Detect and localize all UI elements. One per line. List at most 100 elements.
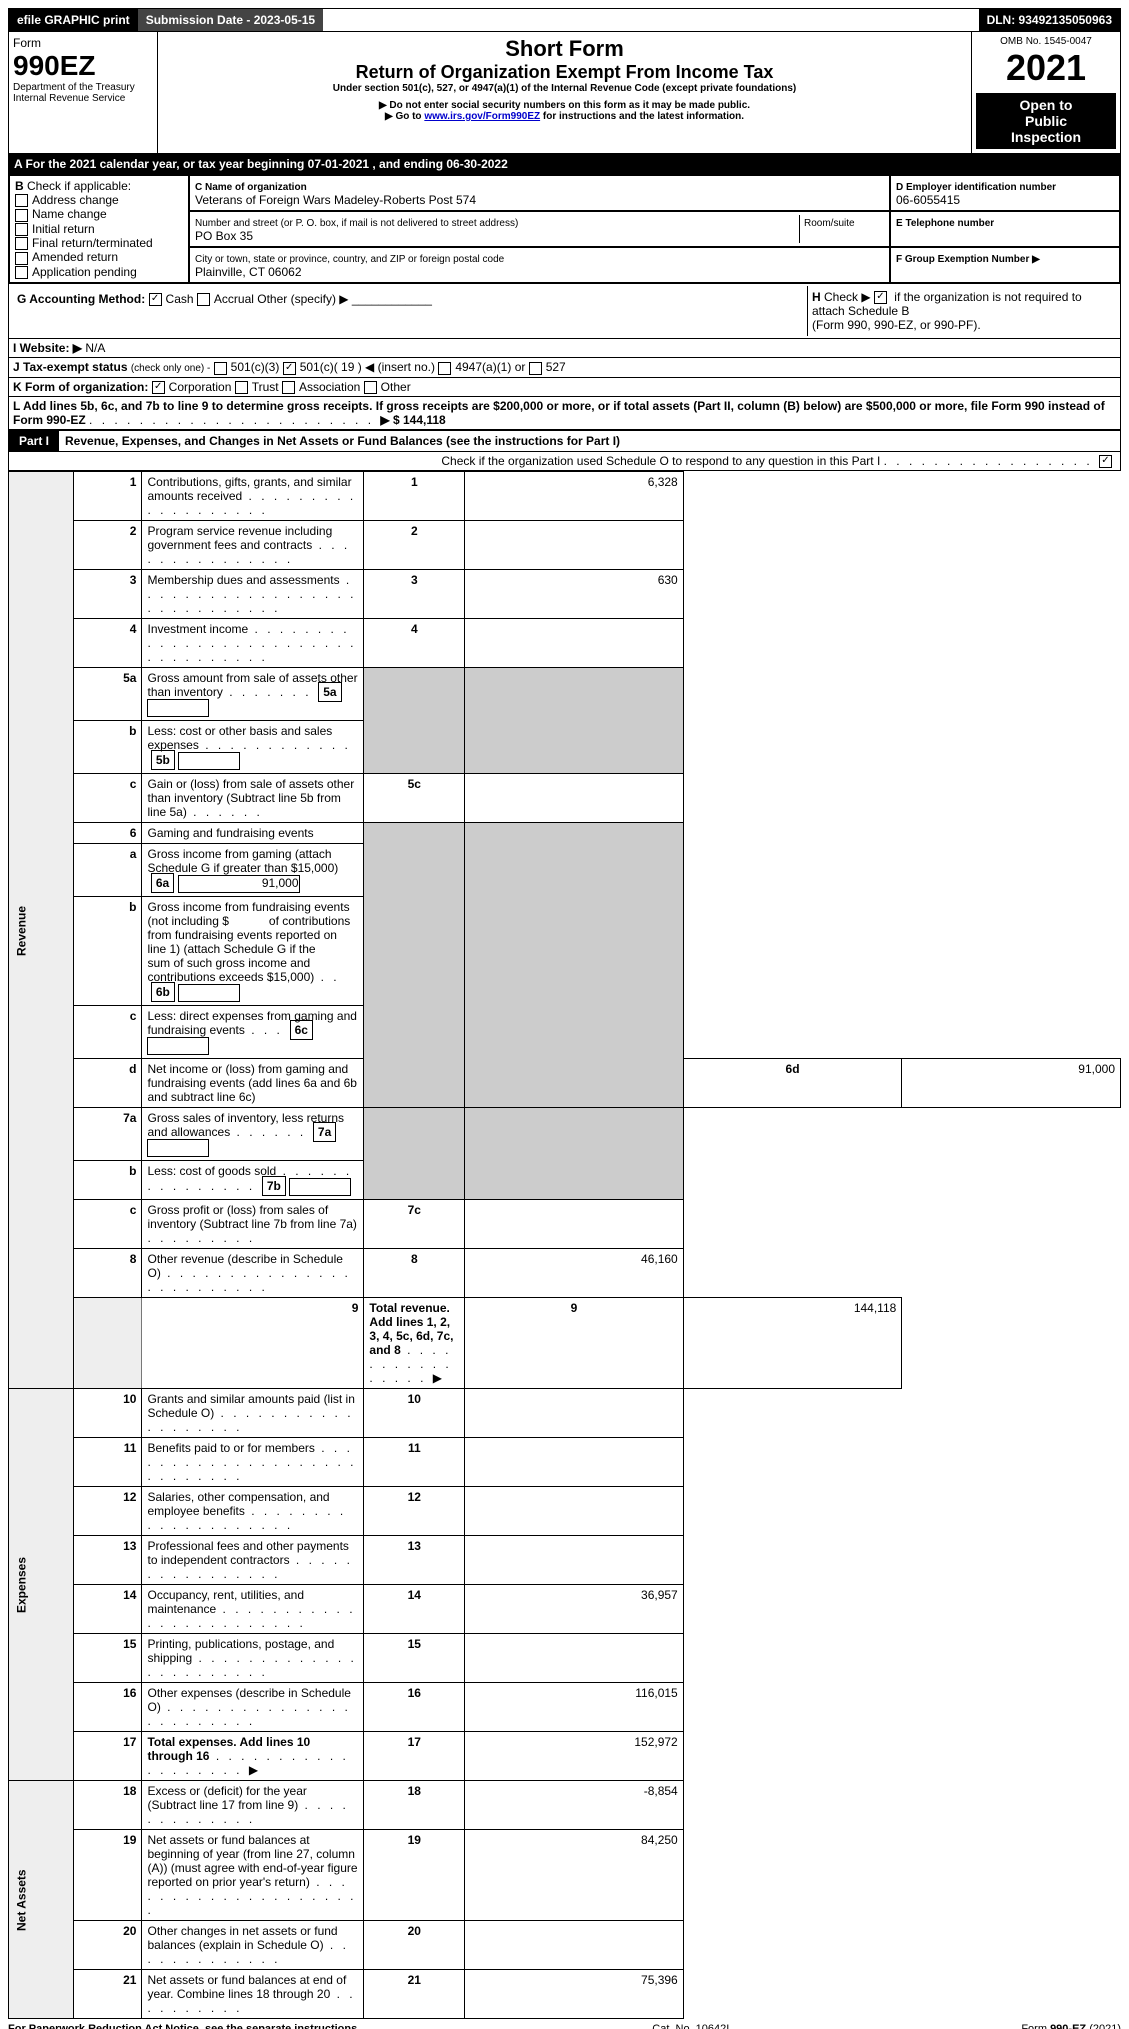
line-text: Program service revenue including govern… [142,521,364,570]
k-label: K Form of organization: [13,380,148,394]
section-b-label: B [15,179,24,193]
amount-cell: 91,000 [902,1059,1121,1108]
amount-cell: 630 [465,570,684,619]
k-other-checkbox[interactable] [364,381,377,394]
k-corp-checkbox[interactable] [152,381,165,394]
other-label: Other (specify) ▶ [257,292,348,306]
line-text: Gaming and fundraising events [142,823,364,844]
line-num: 21 [74,1970,142,2019]
part1-dots: . . . . . . . . . . . . . . . . . [884,454,1099,468]
box-num: 20 [364,1921,465,1970]
line-text: Other revenue (describe in Schedule O) .… [142,1249,364,1298]
line-num: 20 [74,1921,142,1970]
amount-cell [465,1200,684,1249]
cash-checkbox[interactable] [149,293,162,306]
line-text: Total expenses. Add lines 10 through 16 … [142,1732,364,1781]
k-assoc-checkbox[interactable] [282,381,295,394]
line-num: 14 [74,1585,142,1634]
section-f: F Group Exemption Number ▶ [890,247,1120,283]
name-change-checkbox[interactable] [15,209,28,222]
line-text: Gross sales of inventory, less returns a… [142,1108,364,1161]
cash-label: Cash [166,292,194,306]
main-title: Return of Organization Exempt From Incom… [162,62,967,83]
j-501c3-checkbox[interactable] [214,362,227,375]
amount-cell [465,1487,684,1536]
form-word: Form [13,36,153,50]
header-left: Form 990EZ Department of the Treasury In… [9,32,158,153]
section-d: D Employer identification number 06-6055… [890,175,1120,211]
line-num: b [74,1161,142,1200]
k-trust: Trust [252,380,279,394]
expenses-vert-label: Expenses [9,1389,74,1781]
check-if-applicable: Check if applicable: [27,179,131,193]
final-return-checkbox[interactable] [15,237,28,250]
table-row: Expenses 10 Grants and similar amounts p… [9,1389,1121,1438]
table-row: 14 Occupancy, rent, utilities, and maint… [9,1585,1121,1634]
box-num: 16 [364,1683,465,1732]
table-row: 5a Gross amount from sale of assets othe… [9,668,1121,721]
l6a-text: Gross income from gaming (attach Schedul… [147,847,338,875]
section-j: J Tax-exempt status (check only one) - 5… [8,358,1121,377]
irs-link[interactable]: www.irs.gov/Form990EZ [424,111,540,122]
addr-change-checkbox[interactable] [15,194,28,207]
line-num: 12 [74,1487,142,1536]
amount-cell [465,774,684,823]
part1-bar: Part I Revenue, Expenses, and Changes in… [8,430,1121,452]
grey-cell [465,823,684,1108]
line-text: Occupancy, rent, utilities, and maintena… [142,1585,364,1634]
amount-cell: 144,118 [683,1298,902,1389]
part1-checkbox[interactable] [1099,455,1112,468]
city-value: Plainville, CT 06062 [195,265,302,279]
app-pending-checkbox[interactable] [15,266,28,279]
line-num: 2 [74,521,142,570]
submission-date-label: Submission Date - 2023-05-15 [138,9,323,31]
line-num: a [74,844,142,897]
amended-checkbox[interactable] [15,252,28,265]
grey-cell [465,1108,684,1200]
j-527-checkbox[interactable] [529,362,542,375]
line-num: 11 [74,1438,142,1487]
k-other: Other [381,380,411,394]
accrual-checkbox[interactable] [197,293,210,306]
j-opt2: 501(c)( 19 ) ◀ (insert no.) [300,360,435,374]
section-g-h-row: G Accounting Method: Cash Accrual Other … [8,284,1121,339]
j-4947-checkbox[interactable] [438,362,451,375]
org-name: Veterans of Foreign Wars Madeley-Roberts… [195,193,476,207]
open-line1: Open to [980,97,1112,113]
form-number: 990EZ [13,50,153,82]
k-trust-checkbox[interactable] [235,381,248,394]
table-row: c Gross profit or (loss) from sales of i… [9,1200,1121,1249]
l7c-text: Gross profit or (loss) from sales of inv… [147,1203,356,1231]
e-label: E Telephone number [896,218,994,229]
amount-cell [465,521,684,570]
line-num: 8 [74,1249,142,1298]
box-num: 7c [364,1200,465,1249]
table-row: 3 Membership dues and assessments . . . … [9,570,1121,619]
table-row: 8 Other revenue (describe in Schedule O)… [9,1249,1121,1298]
sub-amount-box: 91,000 [178,875,300,893]
amount-cell: 36,957 [465,1585,684,1634]
main-table: Revenue 1 Contributions, gifts, grants, … [8,471,1121,2019]
j-501c-checkbox[interactable] [283,362,296,375]
box-num: 18 [364,1781,465,1830]
line-num: 10 [74,1389,142,1438]
header-center: Short Form Return of Organization Exempt… [158,32,971,153]
street-value: PO Box 35 [195,229,253,243]
line-text: Less: direct expenses from gaming and fu… [142,1006,364,1059]
l7b-text: Less: cost of goods sold [147,1164,276,1178]
line-text: Gross amount from sale of assets other t… [142,668,364,721]
initial-return-checkbox[interactable] [15,223,28,236]
line-text: Gain or (loss) from sale of assets other… [142,774,364,823]
line-text: Professional fees and other payments to … [142,1536,364,1585]
l6b-text3: sum of such gross income and contributio… [147,956,314,984]
line-num: c [74,1200,142,1249]
line-text: Contributions, gifts, grants, and simila… [142,472,364,521]
sub-amount-box [178,984,240,1002]
h-checkbox[interactable] [874,291,887,304]
d-label: D Employer identification number [896,182,1056,193]
box-num: 14 [364,1585,465,1634]
open-line3: Inspection [980,129,1112,145]
section-l: L Add lines 5b, 6c, and 7b to line 9 to … [8,397,1121,430]
ein-value: 06-6055415 [896,193,960,207]
amount-cell [465,1389,684,1438]
